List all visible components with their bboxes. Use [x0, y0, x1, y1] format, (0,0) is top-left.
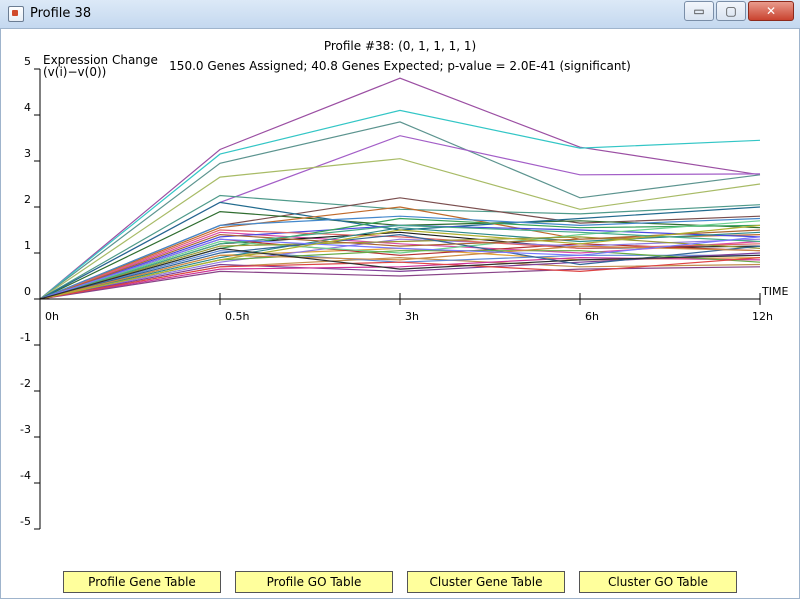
series-line-22 [39, 252, 761, 300]
y-axis-label-formula: (v(i)−v(0)) [43, 65, 106, 79]
series-line-34 [39, 224, 761, 300]
y-tick-label-3: 3 [24, 147, 31, 160]
series-layer [39, 77, 761, 300]
title-bar: Profile 38 ▭ ▢ ✕ [0, 0, 800, 29]
series-line-21 [39, 227, 761, 300]
x-tick-label-1: 0.5h [225, 310, 249, 323]
profile-gene-table-button[interactable]: Profile Gene Table [63, 571, 221, 593]
x-tick-label-4: 12h [752, 310, 773, 323]
series-line-33 [39, 236, 761, 300]
profile-stats: 150.0 Genes Assigned; 40.8 Genes Expecte… [169, 59, 631, 73]
profile-title: Profile #38: (0, 1, 1, 1, 1) [324, 39, 476, 53]
close-button[interactable]: ✕ [748, 1, 794, 21]
series-line-27 [39, 229, 761, 300]
series-line-1 [39, 109, 761, 300]
series-line-23 [39, 236, 761, 300]
java-app-icon [8, 6, 24, 22]
series-line-2 [39, 121, 761, 300]
series-line-30 [39, 245, 761, 300]
profile-chart-area: Profile #38: (0, 1, 1, 1, 1) 150.0 Genes… [0, 28, 800, 568]
button-bar: Profile Gene Table Profile GO Table Clus… [0, 568, 800, 600]
y-tick-label--1: -1 [20, 331, 31, 344]
cluster-gene-table-button[interactable]: Cluster Gene Table [407, 571, 565, 593]
y-tick-label-4: 4 [24, 101, 31, 114]
profile-go-table-button[interactable]: Profile GO Table [235, 571, 393, 593]
y-tick-label--2: -2 [20, 377, 31, 390]
series-line-4 [39, 158, 761, 300]
series-line-16 [39, 238, 761, 300]
y-axis-label: Expression Change [43, 53, 158, 67]
cluster-go-table-button[interactable]: Cluster GO Table [579, 571, 737, 593]
x-tick-label-2: 3h [405, 310, 419, 323]
maximize-button[interactable]: ▢ [716, 1, 746, 21]
series-line-17 [39, 220, 761, 300]
profile-chart: Profile #38: (0, 1, 1, 1, 1) 150.0 Genes… [20, 39, 788, 530]
x-tick-label-3: 6h [585, 310, 599, 323]
y-tick-label-0: 0 [24, 285, 31, 298]
window-controls: ▭ ▢ ✕ [684, 1, 794, 21]
y-tick-label--4: -4 [20, 469, 31, 482]
window-title: Profile 38 [30, 6, 92, 21]
minimize-button[interactable]: ▭ [684, 1, 714, 21]
series-line-32 [39, 257, 761, 300]
y-tick-label-2: 2 [24, 193, 31, 206]
series-line-0 [39, 77, 761, 300]
series-line-5 [39, 194, 761, 300]
y-tick-label--5: -5 [20, 515, 31, 528]
y-tick-label-5: 5 [24, 55, 31, 68]
series-line-28 [39, 266, 761, 300]
x-axis-label: TIME [761, 285, 788, 298]
y-tick-label-1: 1 [24, 239, 31, 252]
series-line-29 [39, 215, 761, 300]
series-line-31 [39, 224, 761, 300]
x-tick-label-0: 0h [45, 310, 59, 323]
axis-layer: 5 4 3 2 1 0 -1 -2 -3 -4 -5 0h 0.5h 3h 6h 12h [20, 55, 773, 530]
series-line-35 [39, 247, 761, 300]
y-tick-label--3: -3 [20, 423, 31, 436]
series-line-20 [39, 229, 761, 300]
